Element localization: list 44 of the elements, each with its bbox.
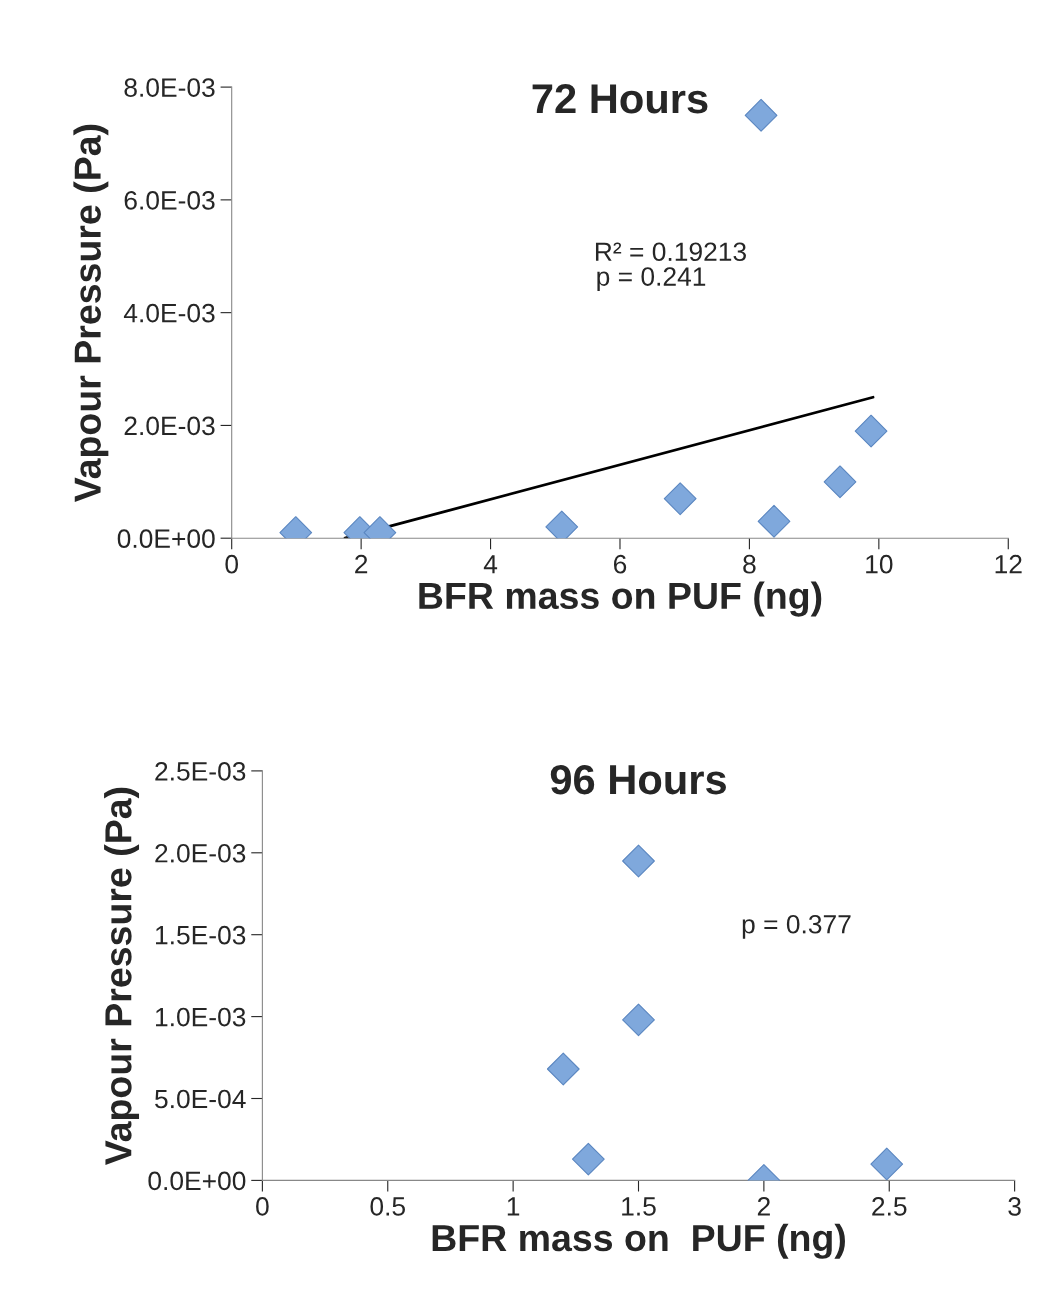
chart-title: 72 Hours <box>532 84 708 114</box>
y-axis-title: Vapour Pressure (Pa) <box>104 787 140 1166</box>
x-tick-label: 4 <box>483 555 498 574</box>
point <box>870 1147 904 1181</box>
x-tick-label: 1 <box>507 1197 520 1216</box>
point <box>823 465 857 499</box>
y-axis-title: Vapour Pressure (Pa) <box>73 124 109 503</box>
y-tick-label: 4.0E-03 <box>123 303 215 323</box>
point <box>622 844 655 878</box>
y-tick-label: 2.5E-03 <box>155 762 246 781</box>
y-tick-label: 1.0E-03 <box>156 1007 246 1027</box>
x-tick-label: 6 <box>613 554 627 574</box>
y-tick-label: 6.0E-03 <box>124 191 215 210</box>
point <box>744 98 778 132</box>
y-tick-label: 5.0E-04 <box>155 1089 246 1109</box>
annotation: p = 0.241 <box>597 267 706 292</box>
y-tick-label: 1.5E-03 <box>156 925 246 945</box>
point <box>571 1142 605 1176</box>
y-tick-label: 8.0E-03 <box>124 78 215 97</box>
x-tick-label: 0.5 <box>370 1197 405 1216</box>
x-axis-title: BFR mass on PUF (ng) <box>432 1223 845 1259</box>
point <box>622 1003 655 1037</box>
x-tick-label: 2.5 <box>872 1197 907 1216</box>
x-tick-label: 2 <box>355 554 368 574</box>
annotation: R² = 0.19213 <box>595 242 746 262</box>
y-tick-label: 0.0E+00 <box>148 1171 246 1191</box>
y-tick-label: 2.0E-03 <box>124 416 215 436</box>
point <box>757 504 791 538</box>
annotation: p = 0.377 <box>742 914 851 939</box>
x-tick-label: 0 <box>256 1197 269 1216</box>
point <box>854 414 888 448</box>
x-tick-label: 1.5 <box>622 1197 656 1216</box>
point <box>663 482 697 516</box>
point <box>546 1052 580 1086</box>
y-tick-label: 2.0E-03 <box>155 843 246 863</box>
x-tick-label: 8 <box>743 554 756 574</box>
x-axis-title: BFR mass on PUF (ng) <box>419 581 822 617</box>
x-tick-label: 0 <box>225 554 239 574</box>
x-tick-label: 3 <box>1008 1197 1021 1216</box>
x-tick-label: 2 <box>757 1197 770 1216</box>
y-tick-label: 0.0E+00 <box>117 529 215 549</box>
x-tick-label: 12 <box>995 554 1022 574</box>
x-tick-label: 10 <box>866 554 893 574</box>
chart-title: 96 Hours <box>550 764 726 795</box>
